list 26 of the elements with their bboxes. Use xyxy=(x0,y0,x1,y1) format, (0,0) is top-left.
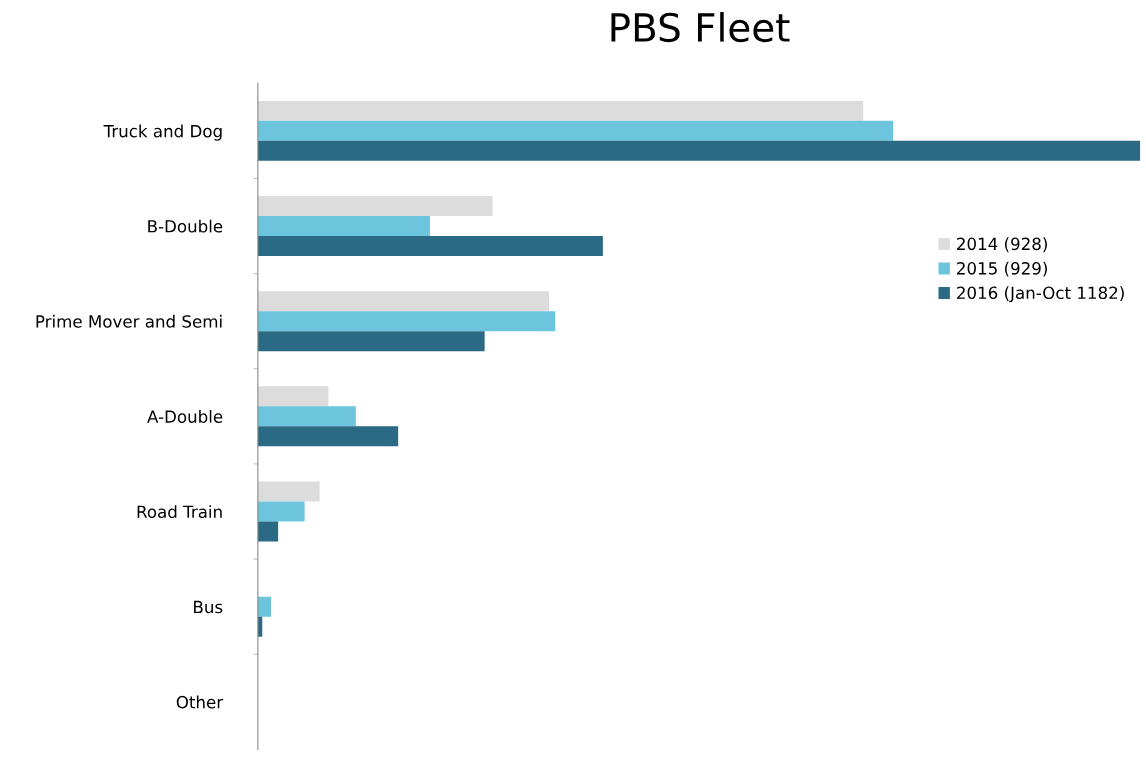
y-tick-label: B-Double xyxy=(148,219,223,233)
bar xyxy=(257,100,864,121)
bar xyxy=(257,596,272,617)
bar xyxy=(257,140,1141,161)
bar xyxy=(257,216,430,237)
y-tick-label: Road Train xyxy=(137,505,222,519)
legend-label: 2015 (929) xyxy=(957,261,1047,277)
legend-label: 2016 (Jan-Oct 1182) xyxy=(957,286,1124,303)
legend-label: 2014 (928) xyxy=(957,237,1047,253)
y-tick-label: Other xyxy=(176,695,224,709)
y-tick-label: Truck and Dog xyxy=(103,124,222,141)
bar xyxy=(257,386,329,407)
bar xyxy=(257,331,485,352)
bar xyxy=(257,481,320,502)
bar xyxy=(257,291,550,312)
bar xyxy=(257,501,305,522)
bar xyxy=(257,236,603,256)
bar xyxy=(257,426,399,447)
y-tick-label: A-Double xyxy=(147,410,223,423)
y-tick-label: Bus xyxy=(194,600,223,614)
bar xyxy=(257,196,493,217)
bar xyxy=(257,311,556,332)
bar xyxy=(257,406,356,427)
chart-title: PBS Fleet xyxy=(611,12,790,43)
bar xyxy=(257,120,894,141)
y-tick-label: Prime Mover and Semi xyxy=(36,314,222,328)
